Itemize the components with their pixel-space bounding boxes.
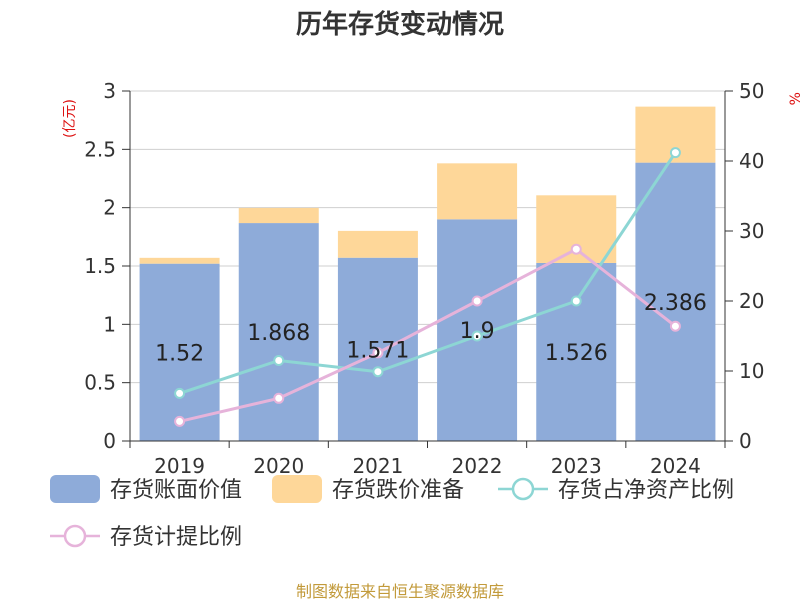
legend-swatch [272, 475, 322, 503]
bar-impairment-reserve [337, 230, 418, 258]
source-note: 制图数据来自恒生聚源数据库 [295, 582, 504, 601]
bar-impairment-reserve [139, 257, 220, 264]
x-axis-tick-label: 2021 [352, 454, 403, 478]
right-axis-tick-label: 40 [739, 149, 764, 173]
legend-label: 存货计提比例 [110, 525, 242, 550]
bar-book-value [437, 219, 518, 441]
axes-layer: 00.511.522.5301020304050(亿元)%20192020202… [62, 79, 800, 478]
right-axis-tick-label: 30 [739, 219, 764, 243]
left-axis-tick-label: 1.5 [84, 254, 116, 278]
point-net-asset-ratio [372, 366, 384, 378]
left-axis-tick-label: 1 [103, 312, 116, 336]
right-axis-tick-label: 0 [739, 429, 752, 453]
chart-title: 历年存货变动情况 [295, 10, 504, 40]
bar-impairment-reserve [238, 207, 319, 224]
line-provision-ratio [179, 247, 677, 423]
point-provision-ratio [273, 392, 285, 404]
legend-swatch-marker [511, 477, 535, 501]
point-net-asset-ratio [570, 295, 582, 307]
point-net-asset-ratio [273, 355, 285, 366]
bar-book-value [635, 162, 716, 441]
point-provision-ratio [372, 347, 384, 359]
left-axis-tick-label: 0.5 [84, 371, 116, 395]
point-provision-ratio [570, 243, 582, 255]
x-axis-tick-label: 2022 [452, 454, 503, 478]
point-provision-ratio [669, 320, 681, 332]
left-axis-tick-label: 2 [103, 196, 116, 220]
left-axis-unit: (亿元) [62, 99, 78, 138]
legend-swatch [50, 475, 100, 503]
point-provision-ratio [471, 295, 483, 307]
legend-label: 存货账面价值 [110, 478, 242, 503]
point-net-asset-ratio [471, 330, 483, 342]
bars-layer [139, 106, 716, 441]
data-label: 2.386 [644, 291, 707, 316]
data-label: 1.526 [545, 341, 608, 366]
bar-book-value [536, 262, 617, 441]
legend-label: 存货跌价准备 [332, 478, 464, 503]
point-net-asset-ratio [174, 387, 186, 399]
line-net-asset-ratio [179, 151, 677, 395]
data-label: 1.9 [460, 319, 495, 344]
legend-label: 存货占净资产比例 [558, 478, 734, 503]
bar-book-value [139, 263, 220, 441]
left-axis-tick-label: 2.5 [84, 137, 116, 161]
bar-impairment-reserve [437, 163, 518, 220]
point-net-asset-ratio [669, 147, 681, 159]
x-axis-tick-label: 2019 [154, 454, 205, 478]
legend-swatch-marker [63, 524, 87, 548]
data-labels-layer: 1.52 1.868 1.571 1.9 1.526 2.386 [155, 291, 707, 367]
right-axis-tick-label: 50 [739, 79, 764, 103]
data-label: 1.571 [346, 338, 409, 363]
right-axis-tick-label: 10 [739, 359, 764, 383]
point-provision-ratio [174, 415, 186, 427]
x-axis-tick-label: 2024 [650, 454, 701, 478]
left-axis-tick-label: 3 [103, 79, 116, 103]
data-label: 1.52 [155, 341, 204, 366]
right-axis-tick-label: 20 [739, 289, 764, 313]
left-axis-tick-label: 0 [103, 429, 116, 453]
data-label: 1.868 [247, 321, 310, 346]
x-axis-tick-label: 2023 [551, 454, 602, 478]
x-axis-tick-label: 2020 [253, 454, 304, 478]
lines-layer [174, 147, 681, 427]
right-axis-unit: % [788, 92, 800, 105]
grid-lines [130, 90, 725, 384]
